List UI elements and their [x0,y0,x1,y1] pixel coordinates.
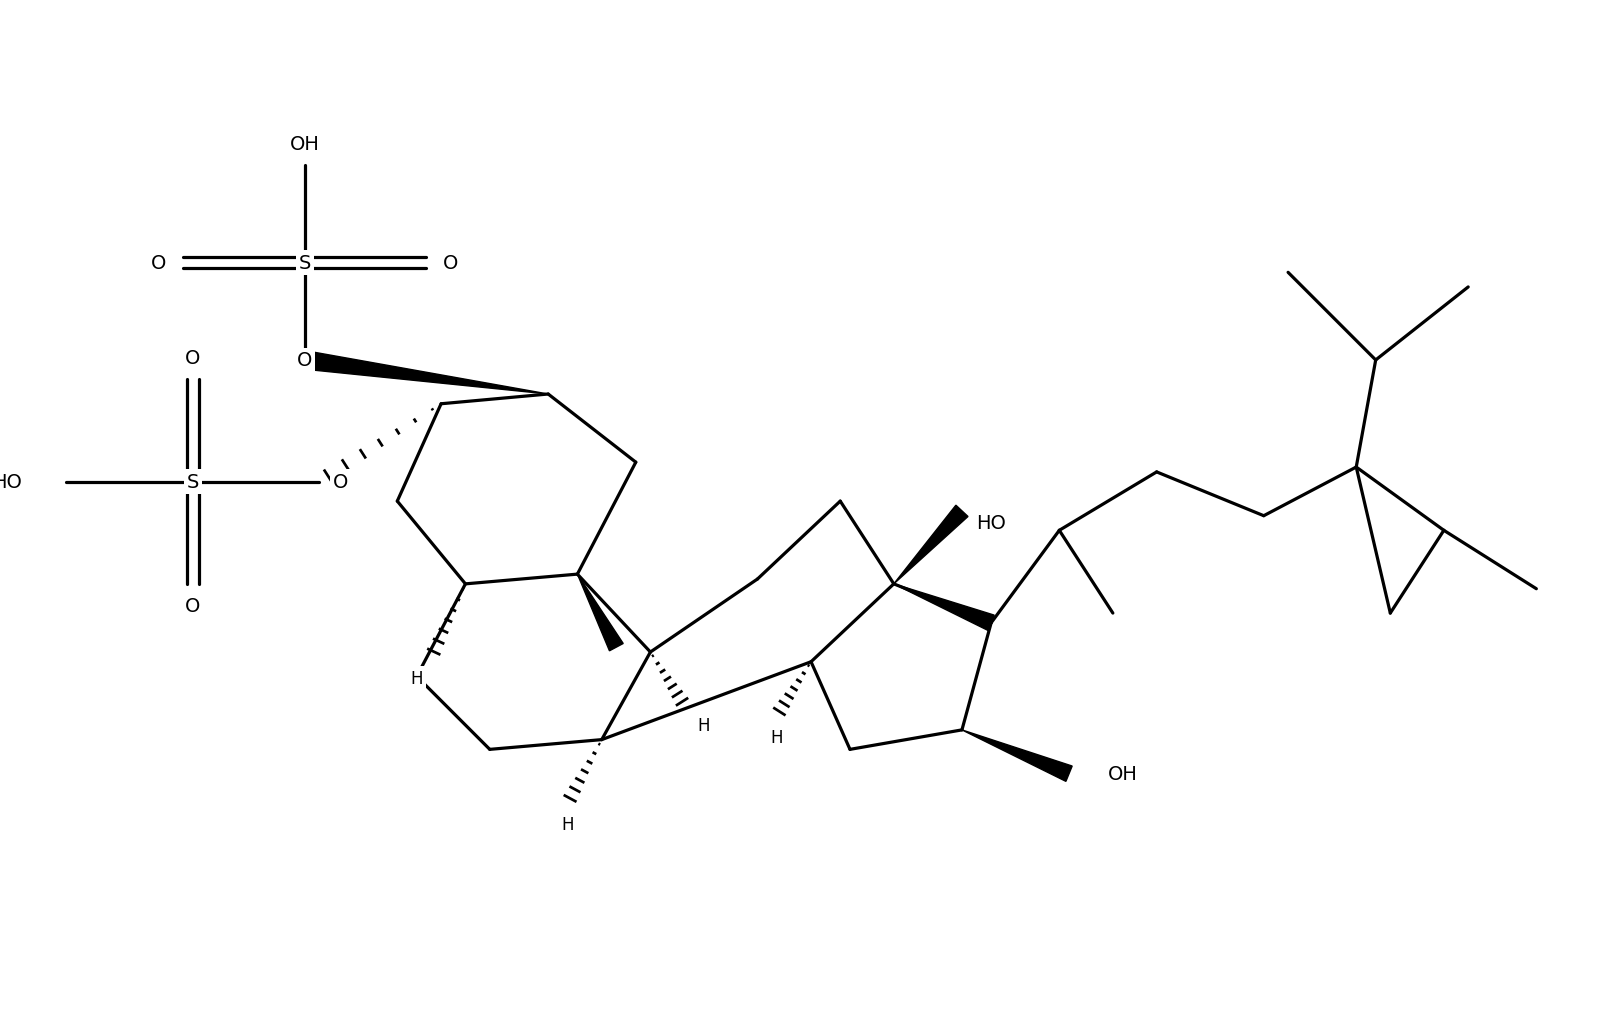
Text: S: S [298,254,311,273]
Text: O: O [185,596,200,615]
Text: H: H [411,669,422,687]
Polygon shape [893,506,967,584]
Polygon shape [893,584,995,631]
Text: O: O [297,351,313,370]
Text: OH: OH [1107,764,1138,784]
Text: O: O [152,254,166,273]
Text: HO: HO [0,473,23,491]
Text: H: H [771,728,783,746]
Text: HO: HO [975,514,1006,533]
Text: OH: OH [290,135,319,154]
Text: S: S [187,473,198,491]
Text: O: O [334,473,348,491]
Polygon shape [303,352,548,394]
Text: H: H [561,816,574,833]
Text: O: O [443,254,458,273]
Polygon shape [577,574,624,651]
Text: O: O [185,349,200,368]
Text: H: H [698,717,711,734]
Polygon shape [962,730,1072,782]
